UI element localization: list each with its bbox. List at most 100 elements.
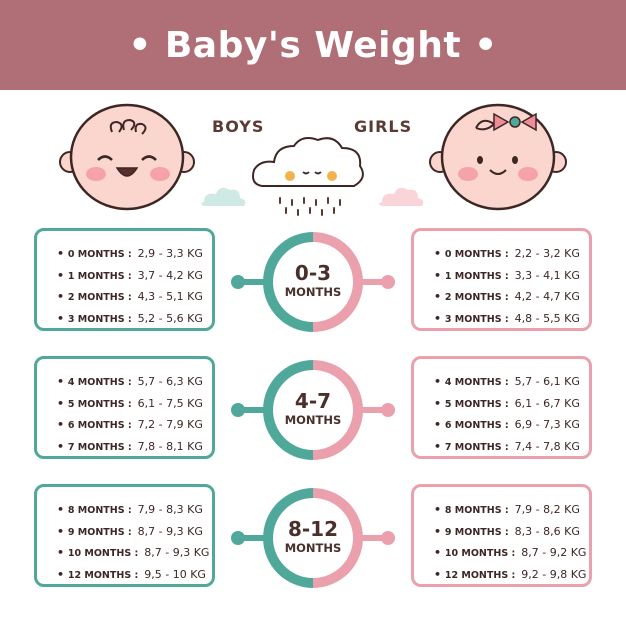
bullet: • — [434, 396, 445, 410]
weight-range: 5,7 - 6,1 KG — [514, 375, 580, 388]
connector-dot — [381, 403, 395, 417]
bullet: • — [57, 418, 68, 431]
age-label: 4 MONTHS : — [444, 377, 509, 388]
weight-range: 7,2 - 7,9 KG — [137, 418, 203, 431]
weight-range: 8,7 - 9,3 KG — [144, 546, 210, 559]
age-label: 5 MONTHS : — [67, 398, 132, 410]
weight-row: • 2 MONTHS : 4,3 - 5,1 KG — [57, 286, 212, 308]
bullet: • — [434, 546, 445, 559]
bullet: • — [434, 418, 445, 431]
weight-row: • 6 MONTHS : 6,9 - 7,3 KG — [434, 414, 589, 436]
age-label: 6 MONTHS : — [67, 420, 132, 431]
age-label: 7 MONTHS : — [67, 441, 132, 453]
age-label: 10 MONTHS : — [444, 548, 516, 559]
cloud-icon-right — [379, 187, 424, 206]
age-label: 7 MONTHS : — [444, 441, 509, 453]
weight-range: 7,9 - 8,2 KG — [514, 503, 580, 516]
bullet: • — [57, 268, 68, 282]
weight-row: • 9 MONTHS : 8,7 - 9,3 KG — [57, 521, 212, 543]
age-label: 8 MONTHS : — [444, 505, 509, 516]
bullet: • — [57, 396, 68, 410]
ring-half-boys — [263, 360, 313, 460]
bullet: • — [57, 567, 68, 581]
bullet: • — [57, 375, 68, 388]
girls-card-0: • 0 MONTHS : 2,2 - 3,2 KG • 1 MONTHS : 3,3 … — [411, 228, 592, 331]
weight-row: • 12 MONTHS : 9,5 - 10 KG — [57, 564, 212, 586]
connector-dot — [381, 275, 395, 289]
weight-row: • 2 MONTHS : 4,2 - 4,7 KG — [434, 286, 589, 308]
ring-half-boys — [263, 232, 313, 332]
weight-row: • 3 MONTHS : 4,8 - 5,5 KG — [434, 308, 589, 330]
cloud-icon-left — [201, 187, 246, 206]
ring-half-girls — [313, 360, 363, 460]
age-label: 1 MONTHS : — [444, 270, 509, 282]
bullet: • — [434, 524, 445, 538]
age-range-badge: 0-3 MONTHS — [268, 262, 358, 300]
bullet: • — [57, 247, 68, 260]
weight-row: • 9 MONTHS : 8,3 - 8,6 KG — [434, 521, 589, 543]
weight-row: • 8 MONTHS : 7,9 - 8,2 KG — [434, 499, 589, 521]
boys-label: BOYS — [212, 117, 265, 136]
weight-row: • 7 MONTHS : 7,8 - 8,1 KG — [57, 436, 212, 458]
weight-range: 3,7 - 4,2 KG — [137, 268, 203, 282]
weight-row: • 4 MONTHS : 5,7 - 6,1 KG — [434, 371, 589, 393]
weight-row: • 5 MONTHS : 6,1 - 7,5 KG — [57, 393, 212, 415]
age-label: 4 MONTHS : — [67, 377, 132, 388]
age-range-badge: 4-7 MONTHS — [268, 390, 358, 428]
age-label: 12 MONTHS : — [67, 569, 139, 581]
age-range-label: 4-7 — [294, 389, 332, 413]
age-label: 2 MONTHS : — [67, 292, 132, 303]
weight-range: 6,1 - 7,5 KG — [137, 396, 203, 410]
connector-dot — [381, 531, 395, 545]
weight-row: • 7 MONTHS : 7,4 - 7,8 KG — [434, 436, 589, 458]
bullet: • — [57, 524, 68, 538]
weight-row: • 10 MONTHS : 8,7 - 9,3 KG — [57, 542, 212, 564]
age-unit-label: MONTHS — [284, 285, 342, 299]
header-banner: • Baby's Weight • — [0, 0, 626, 90]
age-label: 1 MONTHS : — [67, 270, 132, 282]
ring-half-girls — [313, 232, 363, 332]
bullet: • — [434, 311, 445, 325]
bullet: • — [57, 290, 68, 303]
weight-range: 8,7 - 9,2 KG — [521, 546, 587, 559]
bullet: • — [434, 567, 445, 581]
bullet: • — [57, 311, 68, 325]
boys-card-2: • 8 MONTHS : 7,9 - 8,3 KG • 9 MONTHS : 8,7 … — [34, 484, 215, 587]
age-label: 3 MONTHS : — [444, 313, 509, 325]
rain-cloud-icon — [252, 137, 364, 216]
weight-row: • 1 MONTHS : 3,3 - 4,1 KG — [434, 265, 589, 287]
weight-range: 4,3 - 5,1 KG — [137, 290, 203, 303]
bullet: • — [434, 247, 445, 260]
age-range-label: 0-3 — [294, 261, 332, 285]
weight-range: 4,8 - 5,5 KG — [514, 311, 580, 325]
connector-dot — [231, 275, 245, 289]
age-label: 6 MONTHS : — [444, 420, 509, 431]
boys-card-0: • 0 MONTHS : 2,9 - 3,3 KG • 1 MONTHS : 3,7 … — [34, 228, 215, 331]
weight-row: • 10 MONTHS : 8,7 - 9,2 KG — [434, 542, 589, 564]
age-range-badge: 8-12 MONTHS — [268, 518, 358, 556]
bullet: • — [57, 503, 68, 516]
age-range-label: 8-12 — [287, 517, 339, 541]
weight-range: 4,2 - 4,7 KG — [514, 290, 580, 303]
age-unit-label: MONTHS — [284, 541, 342, 555]
bullet: • — [434, 375, 445, 388]
boys-card-1: • 4 MONTHS : 5,7 - 6,3 KG • 5 MONTHS : 6,1 … — [34, 356, 215, 459]
weight-range: 7,9 - 8,3 KG — [137, 503, 203, 516]
girls-card-2: • 8 MONTHS : 7,9 - 8,2 KG • 9 MONTHS : 8,3 … — [411, 484, 592, 587]
weight-range: 9,5 - 10 KG — [144, 567, 206, 581]
age-label: 9 MONTHS : — [444, 526, 509, 538]
weight-range: 7,8 - 8,1 KG — [137, 439, 203, 453]
weight-range: 9,2 - 9,8 KG — [521, 567, 587, 581]
age-label: 3 MONTHS : — [67, 313, 132, 325]
weight-row: • 12 MONTHS : 9,2 - 9,8 KG — [434, 564, 589, 586]
bullet: • — [434, 439, 445, 453]
age-unit-label: MONTHS — [284, 413, 342, 427]
bullet: • — [57, 439, 68, 453]
weight-range: 7,4 - 7,8 KG — [514, 439, 580, 453]
age-label: 0 MONTHS : — [67, 249, 132, 260]
connector-dot — [231, 403, 245, 417]
weight-range: 2,9 - 3,3 KG — [137, 247, 203, 260]
age-label: 5 MONTHS : — [444, 398, 509, 410]
girl-face-icon — [429, 103, 567, 211]
